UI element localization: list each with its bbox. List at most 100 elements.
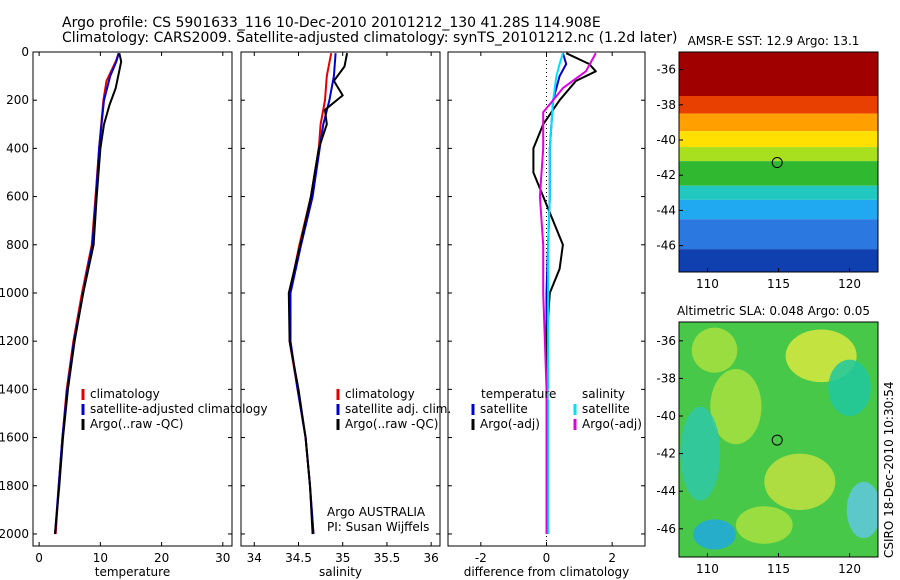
argo-credit-line1: Argo AUSTRALIA bbox=[327, 505, 426, 519]
x-axis-label: salinity bbox=[319, 565, 362, 579]
sst-band bbox=[679, 131, 878, 148]
x-tick-label: 115 bbox=[767, 277, 790, 291]
y-tick-label: 1600 bbox=[0, 431, 29, 445]
sla-blob bbox=[828, 359, 871, 416]
map-field bbox=[679, 52, 878, 272]
legend-entry: satellite bbox=[582, 402, 630, 416]
figure-title-line1: Argo profile: CS 5901633_116 10-Dec-2010… bbox=[62, 15, 601, 31]
sla-blob bbox=[693, 519, 736, 550]
y-tick-label: 1800 bbox=[0, 479, 29, 493]
sst-band bbox=[679, 199, 878, 220]
sla-blob bbox=[846, 481, 878, 539]
x-tick-label: 0 bbox=[35, 551, 43, 565]
y-tick-label: 0 bbox=[21, 45, 29, 59]
y-tick-label: 2000 bbox=[0, 527, 29, 541]
y-tick-label: -42 bbox=[656, 168, 676, 182]
sla-blob bbox=[691, 327, 738, 373]
map-title: Altimetric SLA: 0.048 Argo: 0.05 bbox=[677, 304, 870, 318]
sst-band bbox=[679, 52, 878, 96]
legend-entry: Argo(..raw -QC) bbox=[345, 417, 438, 431]
charts-group: 0 10 20 30020040060080010001200140016001800… bbox=[0, 34, 879, 579]
y-tick-label: -36 bbox=[656, 334, 676, 348]
series-line-blue bbox=[289, 53, 337, 535]
sst-band bbox=[679, 161, 878, 186]
sla-blob bbox=[735, 506, 793, 544]
map-field bbox=[679, 322, 878, 557]
y-tick-label: -46 bbox=[656, 522, 676, 536]
x-tick-label: -2 bbox=[475, 551, 487, 565]
series-line-cyan bbox=[547, 52, 564, 534]
series-line-red bbox=[54, 52, 120, 535]
sla-blob bbox=[710, 369, 762, 445]
x-tick-label: 120 bbox=[838, 562, 861, 576]
y-tick-label: -42 bbox=[656, 447, 676, 461]
legend-entry: Argo(-adj) bbox=[480, 417, 540, 431]
map-panel-2: 110 115 120 -36 -38 -40 -42 -44 -46 Altimetric SL… bbox=[656, 304, 879, 576]
x-tick-label: 34.5 bbox=[285, 551, 312, 565]
axes-frame bbox=[240, 51, 441, 547]
legend-entry: climatology bbox=[345, 387, 415, 401]
sst-band bbox=[679, 249, 878, 272]
series-line-black bbox=[54, 52, 123, 535]
map-title: AMSR-E SST: 12.9 Argo: 13.1 bbox=[688, 34, 860, 48]
sla-blob bbox=[764, 453, 836, 510]
sla-blob bbox=[680, 406, 721, 501]
y-tick-label: -46 bbox=[656, 239, 676, 253]
series-line-red bbox=[288, 53, 333, 535]
argo-location-marker bbox=[771, 157, 783, 169]
y-tick-label: 200 bbox=[6, 93, 29, 107]
y-tick-label: -40 bbox=[656, 409, 676, 423]
series-line-magenta bbox=[538, 52, 597, 534]
x-axis-label: difference from climatology bbox=[464, 565, 630, 579]
x-tick-label: 35.5 bbox=[374, 551, 401, 565]
legend-entry: satellite-adjusted climatology bbox=[90, 402, 268, 416]
profile-panel-2: 34 34.5 35 35.5 36 salinity climatologysatelli… bbox=[240, 51, 451, 579]
x-tick-label: 2 bbox=[608, 551, 616, 565]
x-axis-label: temperature bbox=[95, 565, 170, 579]
x-tick-label: 34 bbox=[247, 551, 262, 565]
y-tick-label: 1400 bbox=[0, 382, 29, 396]
x-tick-label: 110 bbox=[696, 277, 719, 291]
y-tick-label: 600 bbox=[6, 190, 29, 204]
map-panel-1: 110 115 120 -36 -38 -40 -42 -44 -46 AMSR-E SST: 1… bbox=[656, 34, 879, 291]
x-tick-label: 30 bbox=[215, 551, 230, 565]
x-tick-label: 35 bbox=[335, 551, 350, 565]
argo-credit-line2: PI: Susan Wijffels bbox=[327, 520, 429, 534]
x-tick-label: 20 bbox=[154, 551, 169, 565]
y-tick-label: 400 bbox=[6, 141, 29, 155]
y-tick-label: -36 bbox=[656, 63, 676, 77]
sst-band bbox=[679, 113, 878, 132]
y-tick-label: 1000 bbox=[0, 286, 29, 300]
x-tick-label: 0 bbox=[543, 551, 551, 565]
y-tick-label: 800 bbox=[6, 238, 29, 252]
legend-entry: temperature bbox=[481, 387, 556, 401]
axes-frame bbox=[32, 51, 233, 547]
series-line-black bbox=[287, 53, 349, 535]
legend-entry: satellite adj. clim. bbox=[345, 402, 451, 416]
csiro-credit: CSIRO 18-Dec-2010 10:30:54 bbox=[882, 381, 896, 558]
y-tick-label: -38 bbox=[656, 98, 676, 112]
y-tick-label: -40 bbox=[656, 133, 676, 147]
x-tick-label: 36 bbox=[424, 551, 439, 565]
y-tick-label: -44 bbox=[656, 203, 676, 217]
y-tick-label: -38 bbox=[656, 371, 676, 385]
sst-band bbox=[679, 147, 878, 162]
x-tick-label: 110 bbox=[696, 562, 719, 576]
y-tick-label: 1200 bbox=[0, 334, 29, 348]
figure-title-line2: Climatology: CARS2009. Satellite-adjuste… bbox=[62, 30, 677, 46]
legend-entry: salinity bbox=[582, 387, 625, 401]
sst-band bbox=[679, 219, 878, 250]
x-tick-label: 120 bbox=[838, 277, 861, 291]
x-tick-label: 115 bbox=[767, 562, 790, 576]
legend-entry: climatology bbox=[90, 387, 160, 401]
argo-location-marker bbox=[771, 434, 783, 446]
profile-panel-1: 0 10 20 30 0 200 400 600 800 1000 1200 1400 1600 1800… bbox=[0, 45, 268, 579]
y-tick-label: -44 bbox=[656, 484, 676, 498]
legend-entry: Argo(-adj) bbox=[582, 417, 642, 431]
sst-band bbox=[679, 96, 878, 114]
sst-band bbox=[679, 185, 878, 200]
legend-entry: Argo(..raw -QC) bbox=[90, 417, 183, 431]
legend-entry: satellite bbox=[480, 402, 528, 416]
